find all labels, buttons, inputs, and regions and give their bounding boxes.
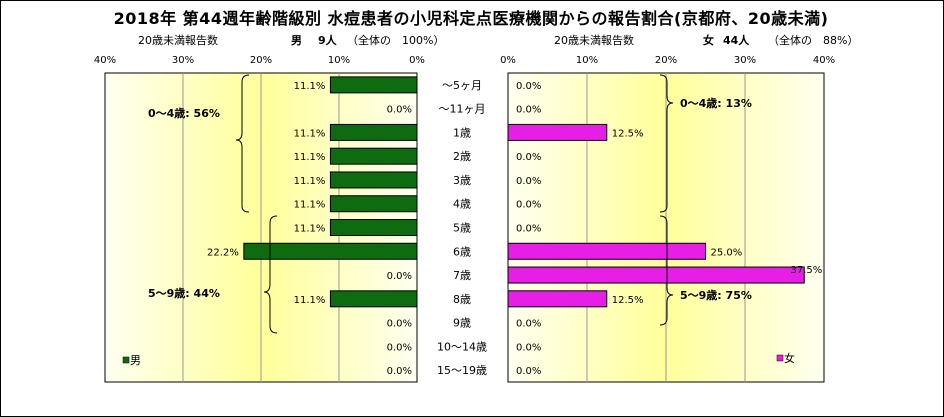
page-title: 2018年 第44週年齢階級別 水痘患者の小児科定点医療機関からの報告割合(京都… [113,9,829,28]
female-share: （全体の 88%） [768,33,858,47]
female-group-label-5-9: 5～9歳: 75% [680,288,752,302]
female-value-label: 0.0% [516,366,541,377]
female-brace-0-4 [659,74,674,213]
female-value-labels: 0.0% 0.0% 12.5% 0.0% 0.0% 0.0% 0.0% 25.0% 37.5% 1… [516,81,822,377]
male-count: 9人 [318,33,338,47]
male-value-label: 0.0% [387,105,412,116]
male-value-label: 11.1% [294,152,326,163]
female-value-label: 37.5% [790,265,822,276]
male-bar [329,219,418,237]
category-label: ～11ヶ月 [439,103,486,116]
male-brace-5-9 [263,215,278,334]
male-legend-swatch [122,356,130,364]
female-value-label: 0.0% [516,342,541,353]
male-value-label: 11.1% [294,176,326,187]
female-axis-caption: 20歳未満報告数 [554,34,634,47]
male-share: （全体の 100%） [347,33,444,47]
category-label: 5歳 [453,222,471,235]
male-bar [329,147,418,165]
female-bar [507,123,608,141]
female-bar [507,266,805,284]
female-legend-swatch [776,354,784,362]
female-value-label: 0.0% [516,224,541,235]
male-bar [329,123,418,141]
male-value-label: 11.1% [294,81,326,92]
male-legend-label: 男 [130,354,141,367]
female-value-label: 0.0% [516,176,541,187]
category-label: 1歳 [453,126,471,139]
male-group-label-0-4: 0～4歳: 56% [148,106,220,120]
male-tick-label: 40% [94,55,116,66]
male-tick-label: 0% [409,55,425,66]
category-label: 7歳 [453,269,471,282]
category-label: 6歳 [453,245,471,258]
female-bar [507,242,706,260]
male-bars [243,76,418,308]
male-value-label: 0.0% [387,342,412,353]
male-value-label: 0.0% [387,366,412,377]
female-bars [507,123,805,308]
male-value-label: 22.2% [207,247,239,258]
female-value-label: 12.5% [612,128,644,139]
female-bar [507,290,608,308]
category-label: 10～14歳 [437,340,487,353]
category-label: ～5ヶ月 [442,79,482,92]
category-label: 8歳 [453,293,471,306]
male-tick-label: 30% [172,55,194,66]
female-value-label: 0.0% [516,200,541,211]
category-label: 2歳 [453,150,471,163]
female-value-label: 25.0% [711,247,743,258]
category-label: 3歳 [453,174,471,187]
female-tick-label: 40% [813,55,835,66]
male-bar [329,290,418,308]
female-sex-label: 女 [703,33,714,47]
female-group-label-0-4: 0～4歳: 13% [680,96,752,110]
male-value-label: 0.0% [387,319,412,330]
male-value-label: 11.1% [294,200,326,211]
male-tick-label: 20% [250,55,272,66]
female-tick-label: 20% [655,55,677,66]
male-axis-ticks: 40% 30% 20% 10% 0% [94,55,425,66]
male-value-label: 11.1% [294,295,326,306]
male-value-label: 11.1% [294,224,326,235]
female-tick-label: 30% [734,55,756,66]
female-tick-label: 0% [500,55,516,66]
category-labels: ～5ヶ月 ～11ヶ月 1歳 2歳 3歳 4歳 5歳 6歳 7歳 8歳 9歳 10～14歳 15～19歳 [437,79,487,377]
male-bar [243,242,418,260]
female-legend-label: 女 [784,351,795,365]
male-bar [329,76,418,94]
female-axis-ticks: 0% 10% 20% 30% 40% [500,55,835,66]
male-tick-label: 10% [328,55,350,66]
female-value-label: 0.0% [516,319,541,330]
category-label: 4歳 [453,198,471,211]
male-bar [329,171,418,189]
male-brace-0-4 [235,74,250,213]
male-axis-caption: 20歳未満報告数 [138,34,218,47]
male-bar [329,195,418,213]
male-value-labels: 11.1% 0.0% 11.1% 11.1% 11.1% 11.1% 11.1% 22.2% 0… [207,81,412,377]
male-group-label-5-9: 5～9歳: 44% [148,286,220,300]
female-value-label: 0.0% [516,81,541,92]
male-value-label: 0.0% [387,271,412,282]
female-value-label: 0.0% [516,105,541,116]
female-brace-5-9 [659,215,674,326]
female-tick-label: 10% [576,55,598,66]
female-value-label: 0.0% [516,152,541,163]
female-count: 44人 [723,33,750,47]
category-label: 15～19歳 [437,364,487,377]
category-label: 9歳 [453,317,471,330]
male-value-label: 11.1% [294,128,326,139]
female-value-label: 12.5% [612,295,644,306]
male-sex-label: 男 [291,34,302,47]
